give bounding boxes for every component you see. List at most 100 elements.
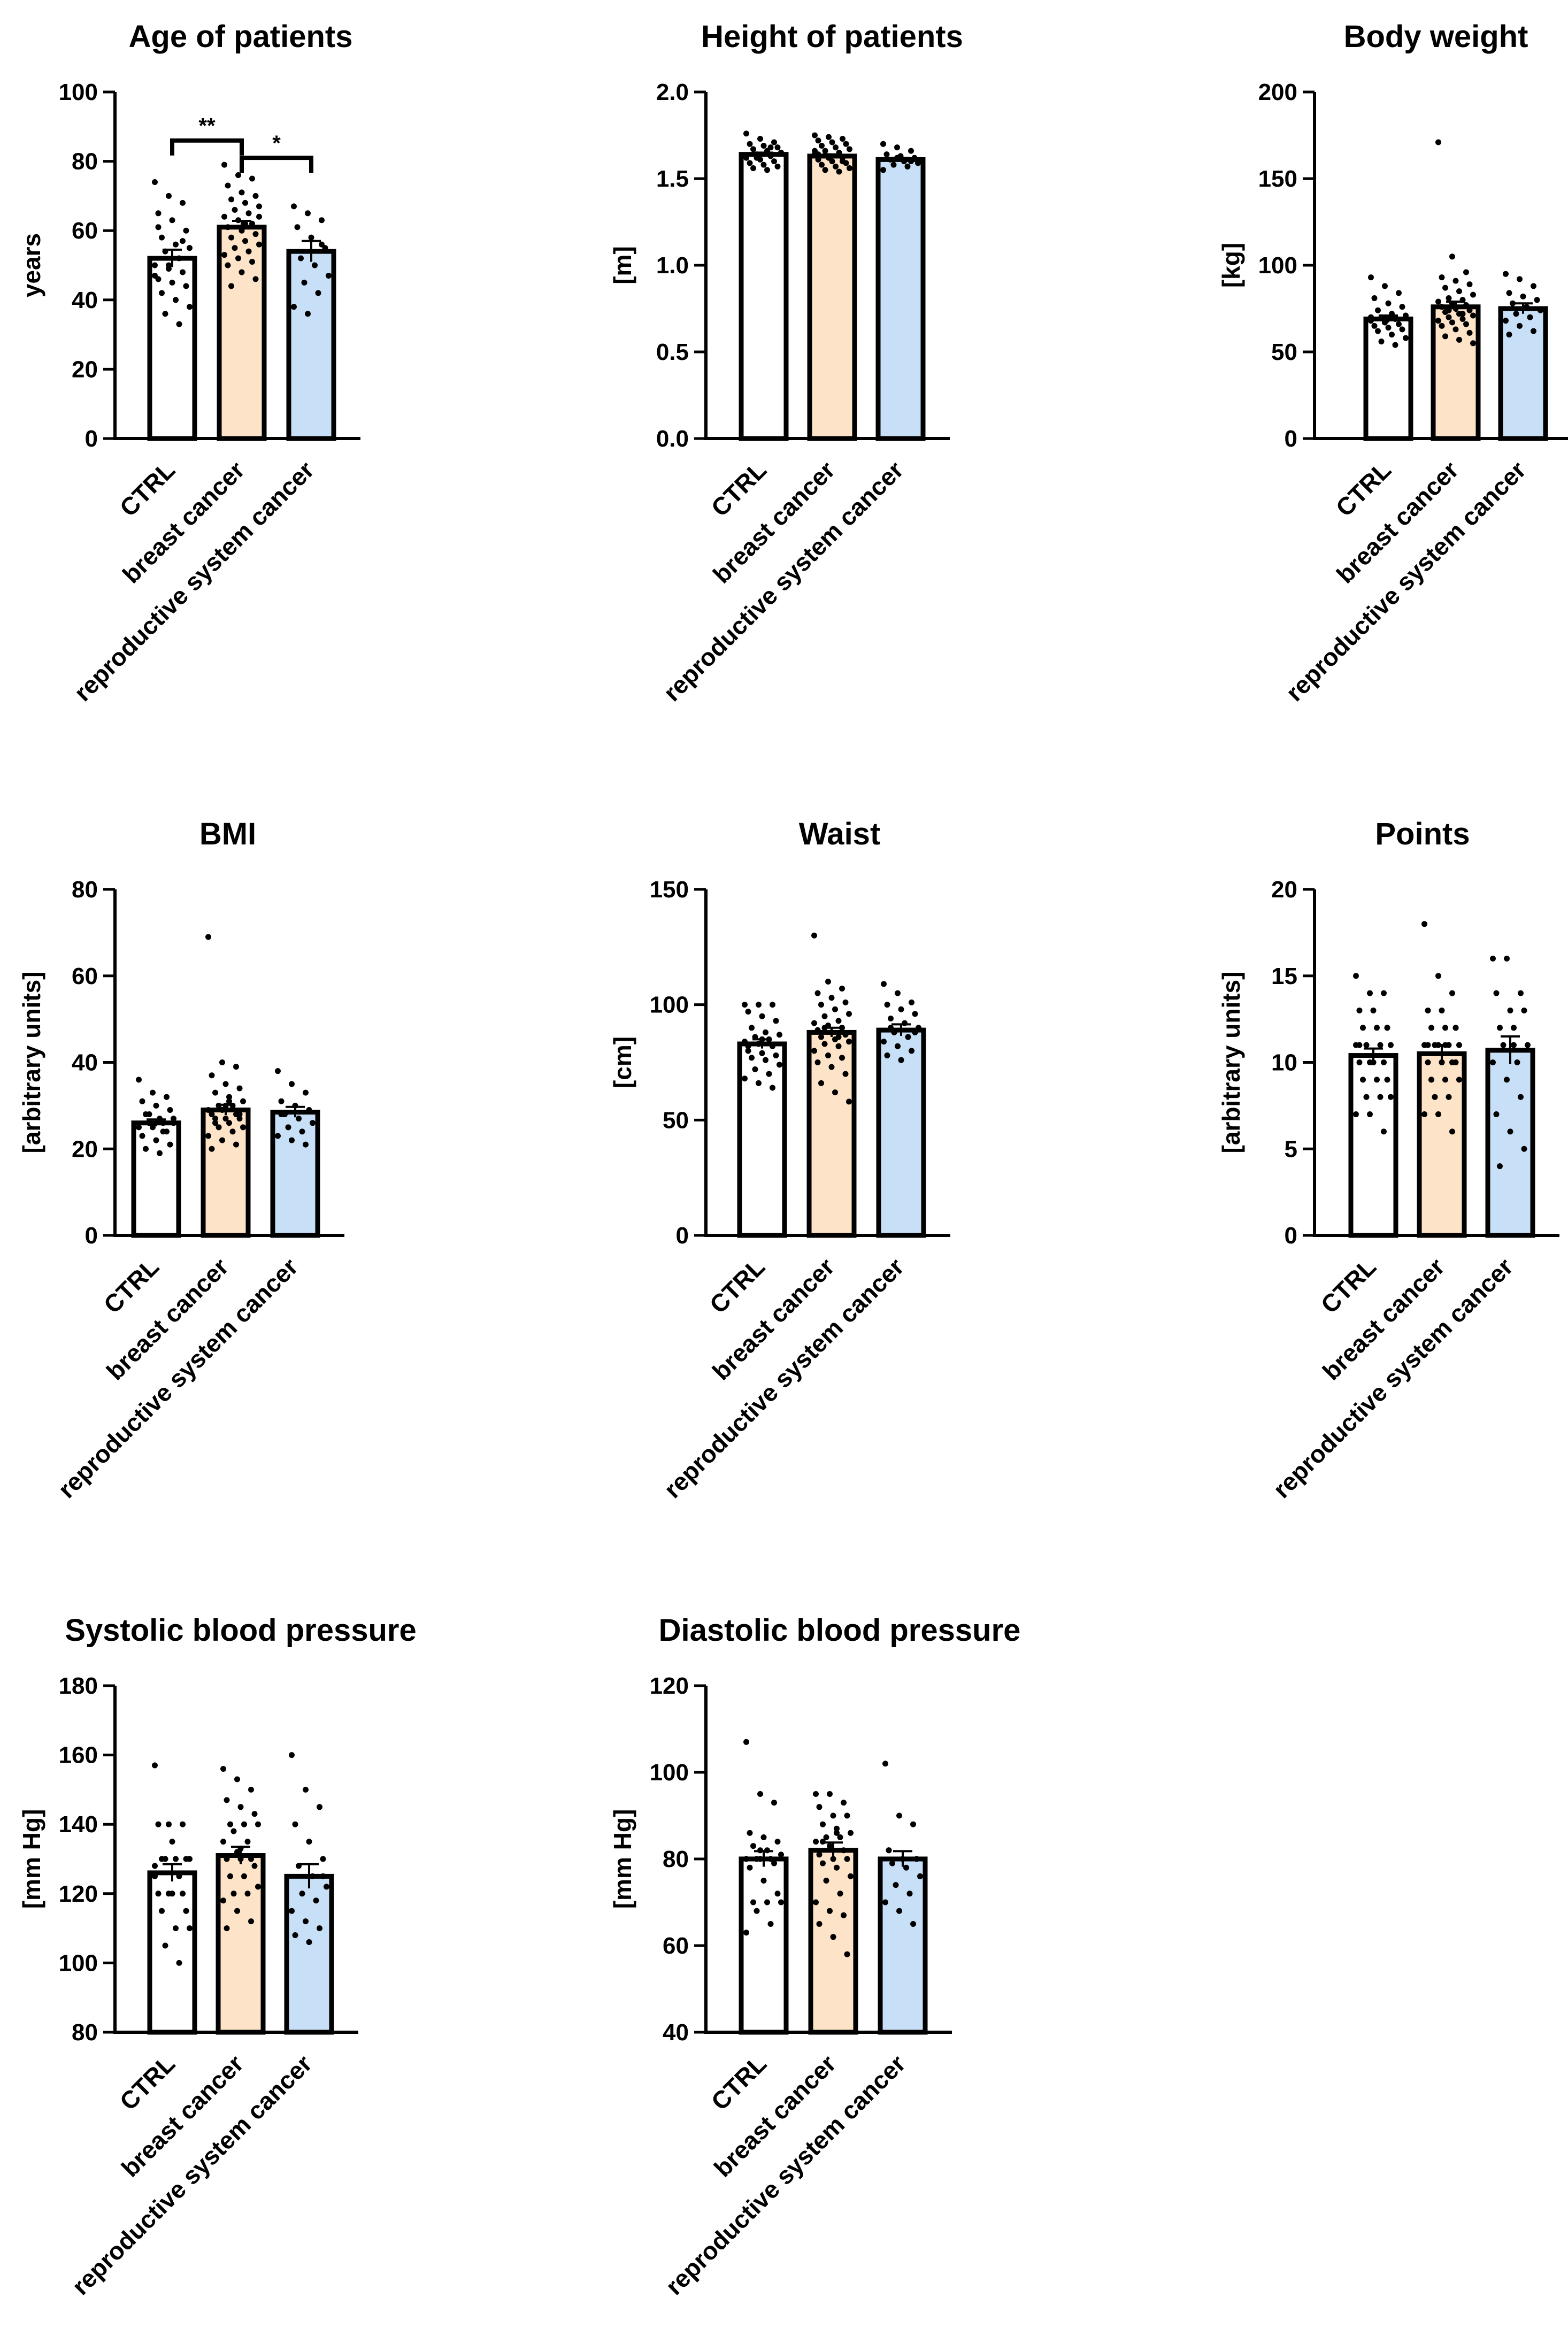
data-point xyxy=(828,995,835,1001)
y-tick-label: 40 xyxy=(663,2019,689,2046)
data-point xyxy=(221,213,227,220)
data-point xyxy=(821,1041,828,1047)
data-point xyxy=(296,1116,302,1122)
data-point xyxy=(155,1821,162,1827)
data-point xyxy=(150,1089,156,1096)
data-point xyxy=(1382,319,1388,326)
data-point xyxy=(886,1847,892,1854)
data-point xyxy=(306,1106,312,1113)
data-point xyxy=(159,1908,165,1914)
data-point xyxy=(224,1925,230,1932)
data-point xyxy=(1493,990,1500,996)
y-tick-label: 20 xyxy=(72,356,98,382)
data-point xyxy=(220,1839,226,1845)
category-label: breast cancer xyxy=(1331,456,1464,588)
data-point xyxy=(752,1066,758,1072)
data-point xyxy=(1527,314,1533,320)
data-point xyxy=(743,155,749,161)
bar xyxy=(739,152,789,441)
y-tick-label: 50 xyxy=(1271,339,1297,365)
data-point xyxy=(747,1830,753,1836)
data-point xyxy=(159,290,165,296)
data-point xyxy=(1432,1094,1438,1100)
data-point xyxy=(235,255,241,262)
data-point xyxy=(1425,1007,1431,1013)
data-point xyxy=(221,252,227,258)
data-point xyxy=(1525,1042,1531,1048)
y-tick-label: 0 xyxy=(1285,426,1297,452)
data-point xyxy=(169,217,175,224)
data-point xyxy=(904,163,911,170)
data-point xyxy=(847,146,852,152)
data-point xyxy=(228,283,234,289)
y-tick-label: 120 xyxy=(650,1673,689,1699)
y-tick-label: 60 xyxy=(72,218,98,244)
data-point xyxy=(1534,297,1540,303)
data-point xyxy=(245,210,252,217)
data-point xyxy=(1356,1059,1363,1065)
data-point xyxy=(1367,990,1373,996)
data-point xyxy=(815,137,821,144)
data-point xyxy=(1442,1077,1448,1083)
data-point xyxy=(771,139,777,145)
category-label: CTRL xyxy=(704,1252,770,1318)
data-point xyxy=(835,1034,842,1040)
y-tick-label: 0 xyxy=(1285,1223,1297,1249)
category-label: CTRL xyxy=(706,2049,772,2115)
data-point xyxy=(1504,955,1510,962)
bar xyxy=(878,1856,928,2035)
data-point xyxy=(743,1739,749,1745)
data-point xyxy=(1446,295,1452,302)
data-point xyxy=(1446,1094,1452,1100)
data-point xyxy=(1439,304,1445,310)
bar xyxy=(1485,1048,1535,1238)
data-point xyxy=(770,1002,775,1008)
data-point xyxy=(773,1052,779,1059)
data-point xyxy=(818,1080,824,1086)
y-tick-label: 5 xyxy=(1285,1136,1297,1162)
data-point xyxy=(255,1821,261,1827)
data-point xyxy=(1360,1025,1366,1031)
data-point xyxy=(155,224,162,230)
data-point xyxy=(1388,1094,1394,1100)
data-point xyxy=(745,1009,751,1015)
data-point xyxy=(844,1812,850,1819)
category-label: breast cancer xyxy=(116,2049,249,2182)
category-label: CTRL xyxy=(1331,456,1396,521)
data-point xyxy=(839,1055,845,1061)
data-point xyxy=(169,279,175,286)
y-axis-label: [mm Hg] xyxy=(18,1809,45,1909)
data-point xyxy=(224,1856,230,1862)
data-point xyxy=(1507,1128,1513,1135)
data-point xyxy=(166,265,172,272)
bar xyxy=(875,157,926,441)
data-point xyxy=(162,311,168,317)
y-tick-label: 0 xyxy=(85,426,98,452)
data-point xyxy=(774,163,781,170)
data-point xyxy=(219,1137,225,1143)
bar xyxy=(270,1110,320,1238)
data-point xyxy=(1435,139,1441,145)
data-point xyxy=(171,1116,176,1122)
data-point xyxy=(767,144,774,151)
category-label: CTRL xyxy=(114,2049,180,2115)
data-point xyxy=(906,1891,913,1897)
y-tick-label: 180 xyxy=(59,1673,98,1699)
y-tick-label: 100 xyxy=(1258,252,1297,279)
y-tick-label: 50 xyxy=(663,1107,689,1133)
category-label: breast cancer xyxy=(709,2049,841,2182)
data-point xyxy=(1435,298,1441,305)
data-point xyxy=(1399,304,1405,310)
data-point xyxy=(889,1860,895,1866)
y-tick-label: 0 xyxy=(676,1223,689,1249)
y-tick-label: 100 xyxy=(59,79,98,105)
data-point xyxy=(882,1761,888,1767)
y-tick-label: 0.0 xyxy=(656,426,689,452)
data-point xyxy=(173,241,179,248)
data-point xyxy=(303,1786,309,1793)
data-point xyxy=(239,189,245,196)
data-point xyxy=(833,144,839,151)
data-point xyxy=(221,162,227,168)
data-point xyxy=(1421,1111,1427,1118)
